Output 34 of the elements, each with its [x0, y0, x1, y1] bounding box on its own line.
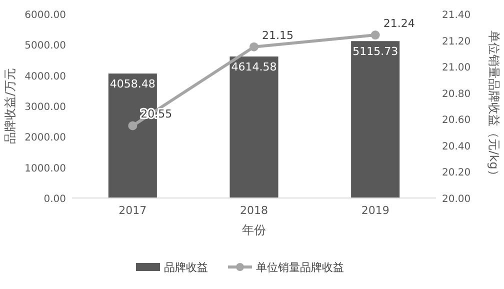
y-tick-label: 0.00: [44, 194, 66, 205]
y2-tick-label: 20.40: [442, 141, 471, 152]
legend-label: 单位销量品牌收益: [256, 261, 344, 274]
x-tick-label: 2018: [240, 204, 268, 217]
y-tick-label: 1000.00: [24, 163, 66, 174]
y-axis-title: 品牌收益/万元: [3, 68, 17, 144]
point: [128, 121, 138, 130]
data-label: 4614.58: [231, 60, 277, 74]
y2-tick-label: 21.40: [442, 10, 471, 21]
y2-tick-label: 20.80: [442, 88, 471, 100]
bar: [230, 56, 278, 198]
y2-tick-label: 20.60: [442, 115, 471, 126]
bar: [351, 41, 400, 198]
y2-tick-label: 21.00: [442, 62, 471, 74]
y-tick-label: 3000.00: [24, 102, 66, 113]
y2-tick-label: 20.00: [442, 194, 471, 205]
y2-tick-label: 21.20: [442, 36, 471, 48]
legend-label: 品牌收益: [164, 261, 208, 274]
x-tick-label: 2017: [118, 204, 147, 217]
point: [370, 30, 380, 40]
y-tick-label: 6000.00: [24, 10, 66, 21]
y-tick-label: 2000.00: [24, 132, 66, 144]
data-label: 4058.48: [110, 78, 156, 91]
data-label: 21.15: [262, 28, 294, 42]
data-label: 20.55: [140, 108, 172, 121]
y-tick-label: 4000.00: [24, 71, 66, 82]
x-axis-title: 年份: [242, 223, 266, 237]
x-tick-label: 2019: [361, 204, 390, 217]
data-label: 5115.73: [352, 45, 398, 58]
y2-axis-title: 单位销量品牌收益（元/kg）: [487, 30, 501, 182]
data-label: 21.24: [383, 17, 415, 30]
y2-tick-label: 20.20: [442, 168, 471, 179]
point: [250, 42, 258, 52]
y-tick-label: 5000.00: [24, 40, 66, 52]
